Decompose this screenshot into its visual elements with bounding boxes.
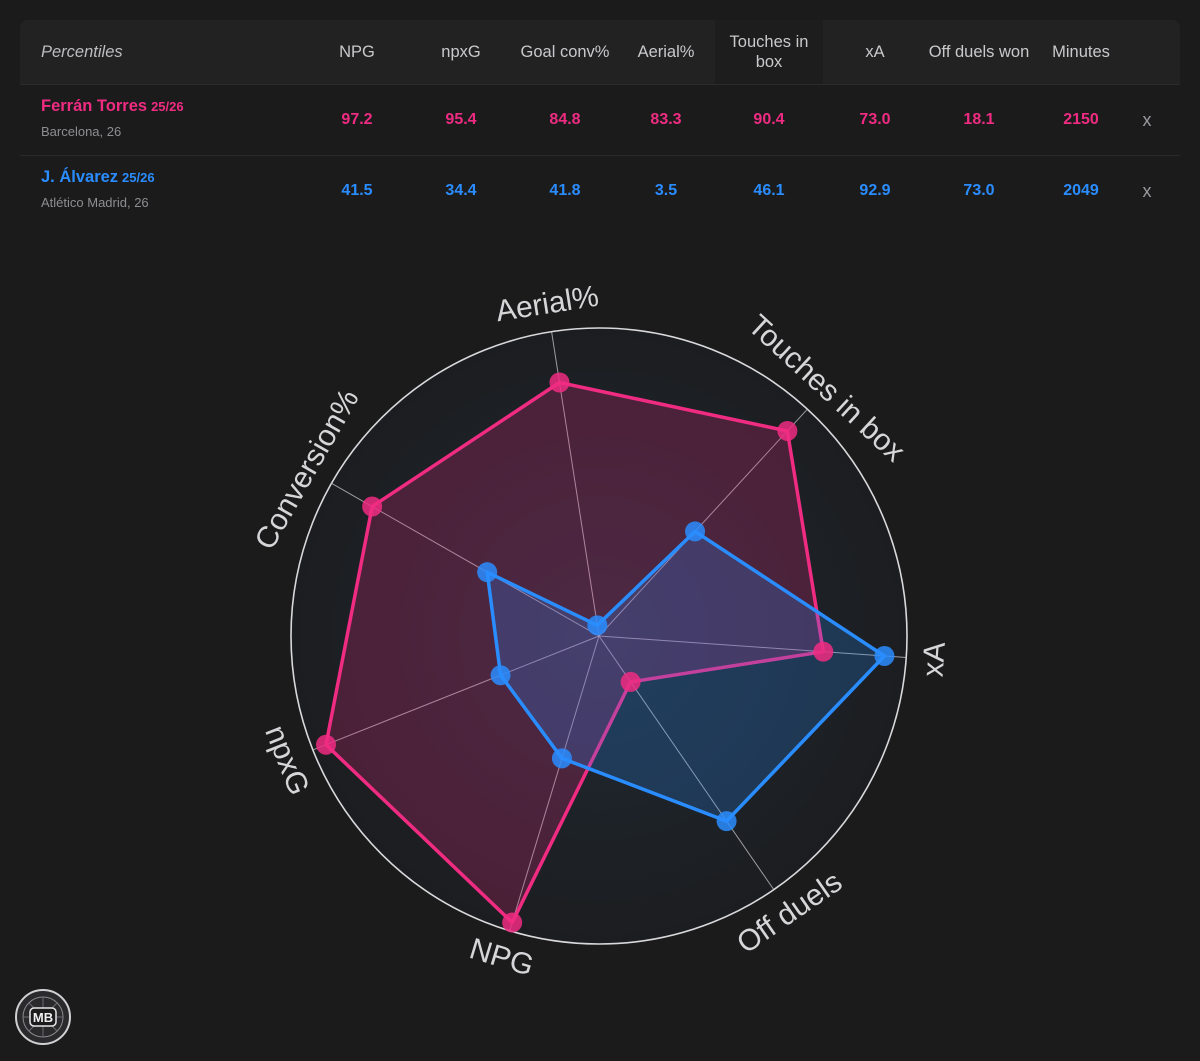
player-club: Atlético Madrid, 26 bbox=[41, 195, 149, 210]
data-point bbox=[549, 372, 570, 393]
player-name[interactable]: J. Álvarez 25/26 bbox=[41, 168, 155, 186]
table-header: Percentiles NPG npxG Goal conv% Aerial% … bbox=[20, 20, 1180, 85]
stat-touches-in-box: 90.4 bbox=[753, 111, 785, 128]
data-point bbox=[587, 615, 608, 636]
stat-off-duels-won: 18.1 bbox=[963, 111, 995, 128]
player-name[interactable]: Ferrán Torres 25/26 bbox=[41, 97, 184, 115]
data-point bbox=[502, 912, 523, 933]
stat-aerial: 3.5 bbox=[654, 182, 678, 199]
data-point bbox=[490, 665, 511, 686]
axis-label: xA bbox=[917, 641, 952, 678]
percentiles-table: Percentiles NPG npxG Goal conv% Aerial% … bbox=[20, 20, 1180, 226]
stat-goal-conv: 84.8 bbox=[549, 111, 581, 128]
remove-player-button[interactable]: x bbox=[1142, 180, 1152, 201]
player-season: 25/26 bbox=[122, 170, 155, 185]
header-percentiles-label: Percentiles bbox=[41, 43, 123, 61]
header-npxg[interactable]: npxG bbox=[441, 43, 481, 61]
stat-touches-in-box: 46.1 bbox=[753, 182, 785, 199]
axis-label: NPG bbox=[466, 932, 538, 982]
stat-xa: 92.9 bbox=[859, 182, 891, 199]
player-row-alvarez: J. Álvarez 25/26 Atlético Madrid, 26 41.5… bbox=[20, 156, 1180, 226]
data-point bbox=[620, 671, 641, 692]
data-point bbox=[362, 496, 383, 517]
radar-spoke bbox=[598, 635, 907, 658]
data-point bbox=[874, 645, 895, 666]
player-season: 25/26 bbox=[151, 99, 184, 114]
axis-label: Aerial% bbox=[494, 280, 601, 329]
series-area-1 bbox=[485, 529, 887, 823]
stat-goal-conv: 41.8 bbox=[549, 182, 581, 199]
data-point bbox=[777, 420, 798, 441]
stat-npxg: 95.4 bbox=[445, 111, 477, 128]
data-point bbox=[813, 641, 834, 662]
brand-logo: MB bbox=[15, 989, 71, 1045]
header-off-duels-won[interactable]: Off duels won bbox=[928, 43, 1030, 61]
stat-minutes: 2049 bbox=[1063, 182, 1099, 199]
header-goal-conv[interactable]: Goal conv% bbox=[520, 43, 610, 61]
header-npg[interactable]: NPG bbox=[339, 43, 375, 61]
header-touches-in-box[interactable]: Touches in box bbox=[715, 20, 823, 84]
player-row-torres: Ferrán Torres 25/26 Barcelona, 26 97.2 95… bbox=[20, 85, 1180, 156]
remove-player-button[interactable]: x bbox=[1142, 109, 1152, 130]
stat-off-duels-won: 73.0 bbox=[963, 182, 995, 199]
data-point bbox=[477, 562, 498, 583]
logo-text: MB bbox=[33, 1010, 53, 1025]
stat-xa: 73.0 bbox=[859, 111, 891, 128]
radar-spoke bbox=[509, 635, 600, 931]
radar-spoke bbox=[312, 635, 600, 751]
header-aerial[interactable]: Aerial% bbox=[637, 43, 695, 61]
data-point bbox=[551, 748, 572, 769]
stat-minutes: 2150 bbox=[1063, 111, 1099, 128]
data-point bbox=[685, 521, 706, 542]
stat-npg: 97.2 bbox=[341, 111, 373, 128]
radar-spoke bbox=[598, 408, 808, 637]
series-area-0 bbox=[324, 380, 826, 925]
data-point bbox=[316, 734, 337, 755]
stat-npg: 41.5 bbox=[341, 182, 373, 199]
player-club: Barcelona, 26 bbox=[41, 124, 122, 139]
stat-aerial: 83.3 bbox=[650, 111, 682, 128]
header-minutes[interactable]: Minutes bbox=[1052, 43, 1110, 61]
header-xa[interactable]: xA bbox=[865, 43, 885, 61]
stat-npxg: 34.4 bbox=[445, 182, 477, 199]
data-point bbox=[716, 811, 737, 832]
